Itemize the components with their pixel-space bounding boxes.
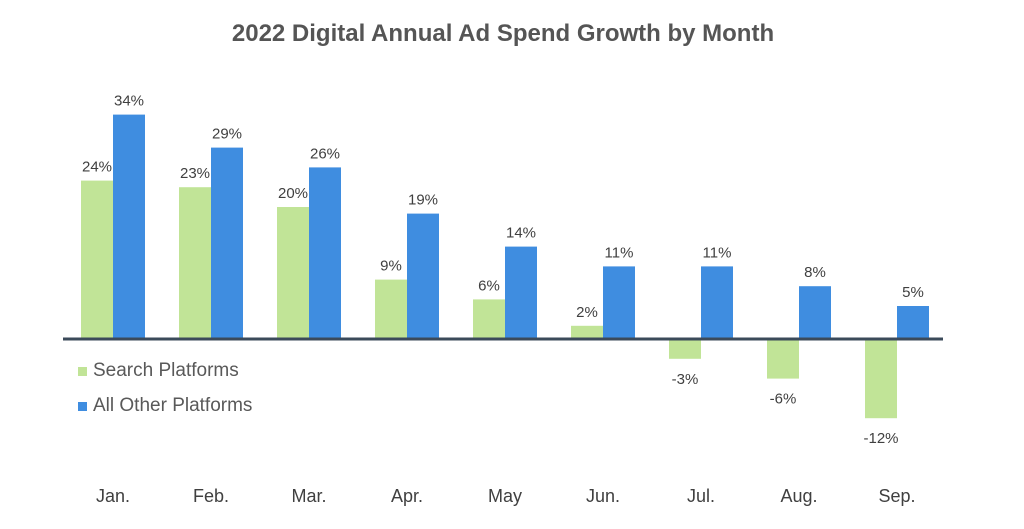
data-label-search-5: 2% — [576, 304, 598, 321]
bar-other-8 — [897, 306, 929, 339]
x-tick-label: Mar. — [291, 486, 326, 506]
data-label-other-6: 11% — [703, 244, 732, 261]
x-tick-label: Aug. — [780, 486, 817, 506]
bar-search-6 — [669, 339, 701, 359]
bar-other-3 — [407, 213, 439, 339]
bar-search-1 — [179, 187, 211, 339]
x-tick-label: May — [488, 486, 522, 506]
x-tick-label: Jun. — [586, 486, 620, 506]
legend-label-search: Search Platforms — [93, 360, 239, 381]
data-label-search-7: -6% — [770, 391, 797, 408]
legend-label-other: All Other Platforms — [93, 395, 253, 416]
labels-layer: 24% 34% 23% 29% 20% 26% 9% 19% 6% 14% 2% 11% -3% 11% -… — [82, 93, 924, 448]
chart-title: 2022 Digital Annual Ad Spend Growth by M… — [231, 20, 775, 47]
x-tick-label: Apr. — [391, 486, 423, 506]
bar-search-8 — [865, 339, 897, 419]
data-label-other-8: 5% — [902, 284, 924, 301]
bar-search-7 — [767, 339, 799, 379]
data-label-search-2: 20% — [278, 185, 308, 202]
data-label-other-2: 26% — [310, 145, 340, 162]
data-label-other-5: 11% — [605, 244, 634, 261]
legend-item-other: All Other Platforms — [78, 395, 252, 417]
bar-other-5 — [603, 266, 635, 339]
bar-search-2 — [277, 207, 309, 339]
data-label-search-8: -12% — [863, 430, 898, 447]
x-tick-label: Feb. — [193, 486, 229, 506]
data-label-search-0: 24% — [82, 159, 112, 176]
x-axis-ticks: Jan. Feb. Mar. Apr. May Jun. Jul. Aug. Sep. — [96, 486, 916, 506]
bar-other-2 — [309, 167, 341, 339]
bar-other-1 — [211, 147, 243, 339]
data-label-search-4: 6% — [478, 277, 500, 294]
data-label-other-3: 19% — [408, 192, 438, 209]
bar-other-6 — [701, 266, 733, 339]
x-tick-label: Jan. — [96, 486, 130, 506]
data-label-search-3: 9% — [380, 258, 402, 275]
legend-item-search: Search Platforms — [78, 360, 252, 382]
legend: Search Platforms All Other Platforms — [78, 360, 252, 430]
bar-other-7 — [799, 286, 831, 339]
data-label-other-1: 29% — [212, 126, 242, 143]
bars-layer — [81, 114, 929, 419]
legend-swatch-other — [78, 401, 87, 411]
bar-search-0 — [81, 180, 113, 339]
bar-other-0 — [113, 114, 145, 339]
x-tick-label: Jul. — [687, 486, 715, 506]
data-label-other-0: 34% — [114, 93, 144, 110]
x-tick-label: Sep. — [878, 486, 915, 506]
data-label-other-4: 14% — [506, 225, 536, 242]
data-label-search-6: -3% — [672, 371, 699, 388]
bar-search-5 — [571, 325, 603, 339]
bar-other-4 — [505, 246, 537, 339]
bar-search-4 — [473, 299, 505, 339]
bar-search-3 — [375, 279, 407, 339]
data-label-search-1: 23% — [180, 165, 210, 182]
data-label-other-7: 8% — [804, 264, 826, 281]
legend-swatch-search — [78, 366, 87, 376]
